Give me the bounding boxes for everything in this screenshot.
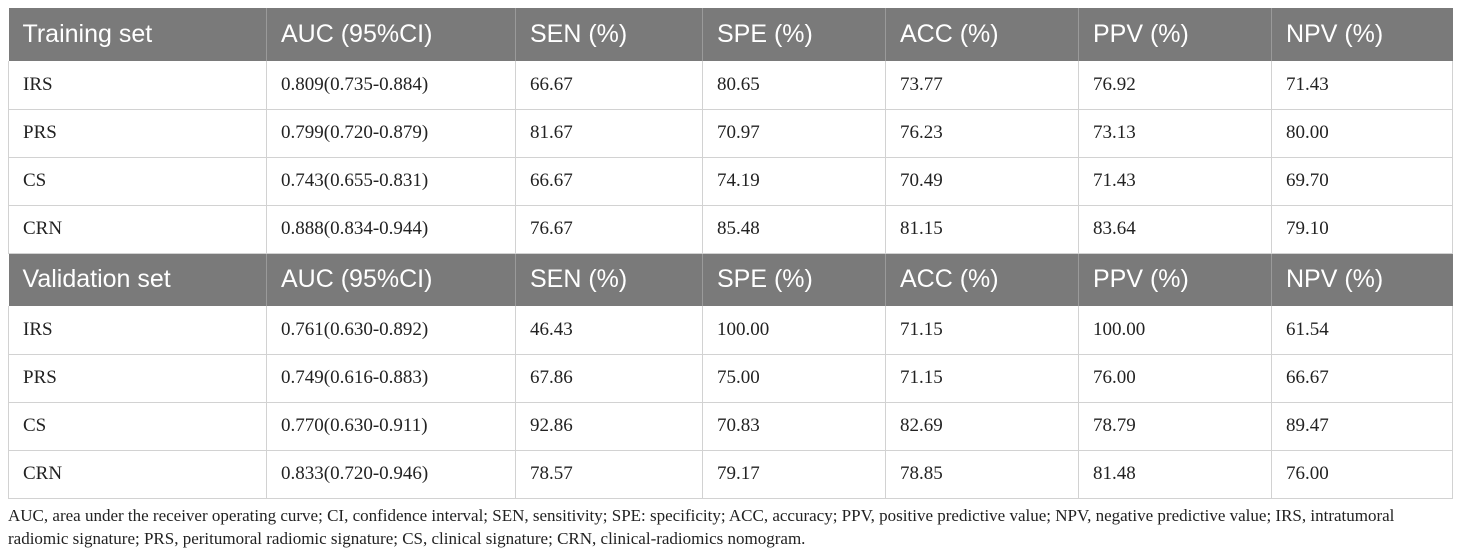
training-header-cell: SPE (%) [702,8,886,61]
row-label-cell: PRS [8,354,267,403]
table-cell: 0.770(0.630-0.911) [266,402,516,451]
row-label-cell: CS [8,157,267,206]
table-cell: 75.00 [702,354,886,403]
table-cell: 69.70 [1271,157,1453,206]
table-cell: 74.19 [702,157,886,206]
table-cell: 81.48 [1078,450,1272,499]
table-cell: 70.83 [702,402,886,451]
table-cell: 0.809(0.735-0.884) [266,61,516,110]
table-row: CS 0.743(0.655-0.831) 66.67 74.19 70.49 71.43… [8,157,1453,206]
table-cell: 78.79 [1078,402,1272,451]
table-row: PRS 0.799(0.720-0.879) 81.67 70.97 76.23 73.1… [8,109,1453,158]
table-cell: 82.69 [885,402,1079,451]
table-cell: 0.888(0.834-0.944) [266,205,516,254]
validation-header-cell: SEN (%) [515,253,703,306]
table-cell: 78.85 [885,450,1079,499]
table-cell: 0.799(0.720-0.879) [266,109,516,158]
row-label-cell: CRN [8,450,267,499]
training-header-row: Training set AUC (95%CI) SEN (%) SPE (%) ACC… [8,8,1453,61]
training-header-cell: Training set [8,8,267,61]
table-cell: 46.43 [515,306,703,355]
table-cell: 80.65 [702,61,886,110]
row-label-cell: PRS [8,109,267,158]
table-row: IRS 0.761(0.630-0.892) 46.43 100.00 71.15 100… [8,306,1453,355]
training-header-cell: SEN (%) [515,8,703,61]
table-cell: 61.54 [1271,306,1453,355]
training-header-cell: PPV (%) [1078,8,1272,61]
validation-header-cell: AUC (95%CI) [266,253,516,306]
row-label-cell: CRN [8,205,267,254]
table-cell: 89.47 [1271,402,1453,451]
table-cell: 83.64 [1078,205,1272,254]
table-cell: 79.17 [702,450,886,499]
validation-header-cell: ACC (%) [885,253,1079,306]
table-cell: 0.833(0.720-0.946) [266,450,516,499]
table-cell: 71.43 [1271,61,1453,110]
row-label-cell: CS [8,402,267,451]
table-cell: 100.00 [702,306,886,355]
table-row: PRS 0.749(0.616-0.883) 67.86 75.00 71.15 76.0… [8,354,1453,403]
table-cell: 71.15 [885,354,1079,403]
table-cell: 76.67 [515,205,703,254]
table-cell: 0.749(0.616-0.883) [266,354,516,403]
row-label-cell: IRS [8,61,267,110]
table-cell: 81.15 [885,205,1079,254]
table-cell: 73.77 [885,61,1079,110]
table-cell: 67.86 [515,354,703,403]
validation-header-cell: PPV (%) [1078,253,1272,306]
table-cell: 66.67 [515,157,703,206]
validation-header-row: Validation set AUC (95%CI) SEN (%) SPE (%) A… [8,253,1453,306]
table-cell: 0.743(0.655-0.831) [266,157,516,206]
training-header-cell: NPV (%) [1271,8,1453,61]
table-cell: 76.00 [1078,354,1272,403]
table-cell: 73.13 [1078,109,1272,158]
validation-header-cell: NPV (%) [1271,253,1453,306]
table-cell: 76.92 [1078,61,1272,110]
table-cell: 66.67 [1271,354,1453,403]
table-cell: 71.15 [885,306,1079,355]
table-cell: 80.00 [1271,109,1453,158]
table-row: IRS 0.809(0.735-0.884) 66.67 80.65 73.77 76.9… [8,61,1453,110]
row-label-cell: IRS [8,306,267,355]
table-cell: 76.23 [885,109,1079,158]
training-header-cell: AUC (95%CI) [266,8,516,61]
table-footnote: AUC, area under the receiver operating c… [8,506,1395,548]
table-cell: 70.97 [702,109,886,158]
table-cell: 66.67 [515,61,703,110]
table-cell: 100.00 [1078,306,1272,355]
table-body: Training set AUC (95%CI) SEN (%) SPE (%) ACC… [8,8,1453,499]
validation-header-cell: Validation set [8,253,267,306]
table-cell: 78.57 [515,450,703,499]
results-table-container: Training set AUC (95%CI) SEN (%) SPE (%) ACC… [8,8,1453,499]
table-cell: 92.86 [515,402,703,451]
table-cell: 81.67 [515,109,703,158]
table-row: CS 0.770(0.630-0.911) 92.86 70.83 82.69 78.79… [8,402,1453,451]
training-header-cell: ACC (%) [885,8,1079,61]
table-cell: 79.10 [1271,205,1453,254]
table-cell: 70.49 [885,157,1079,206]
table-row: CRN 0.888(0.834-0.944) 76.67 85.48 81.15 83.6… [8,205,1453,254]
performance-table: Training set AUC (95%CI) SEN (%) SPE (%) ACC… [8,8,1453,499]
validation-header-cell: SPE (%) [702,253,886,306]
table-cell: 85.48 [702,205,886,254]
table-row: CRN 0.833(0.720-0.946) 78.57 79.17 78.85 81.4… [8,450,1453,499]
table-cell: 0.761(0.630-0.892) [266,306,516,355]
table-cell: 76.00 [1271,450,1453,499]
table-cell: 71.43 [1078,157,1272,206]
